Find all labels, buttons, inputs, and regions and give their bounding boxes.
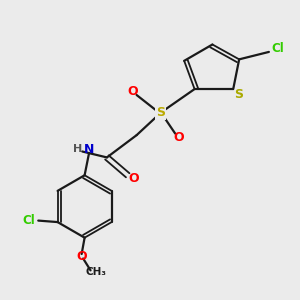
- Text: S: S: [156, 106, 165, 119]
- Text: O: O: [128, 85, 138, 98]
- Text: H: H: [74, 144, 83, 154]
- Text: CH₃: CH₃: [85, 267, 106, 277]
- Text: O: O: [76, 250, 87, 263]
- Text: O: O: [173, 131, 184, 144]
- Text: N: N: [84, 142, 94, 156]
- Text: O: O: [128, 172, 139, 185]
- Text: S: S: [234, 88, 243, 101]
- Text: Cl: Cl: [272, 42, 284, 56]
- Text: Cl: Cl: [22, 214, 35, 227]
